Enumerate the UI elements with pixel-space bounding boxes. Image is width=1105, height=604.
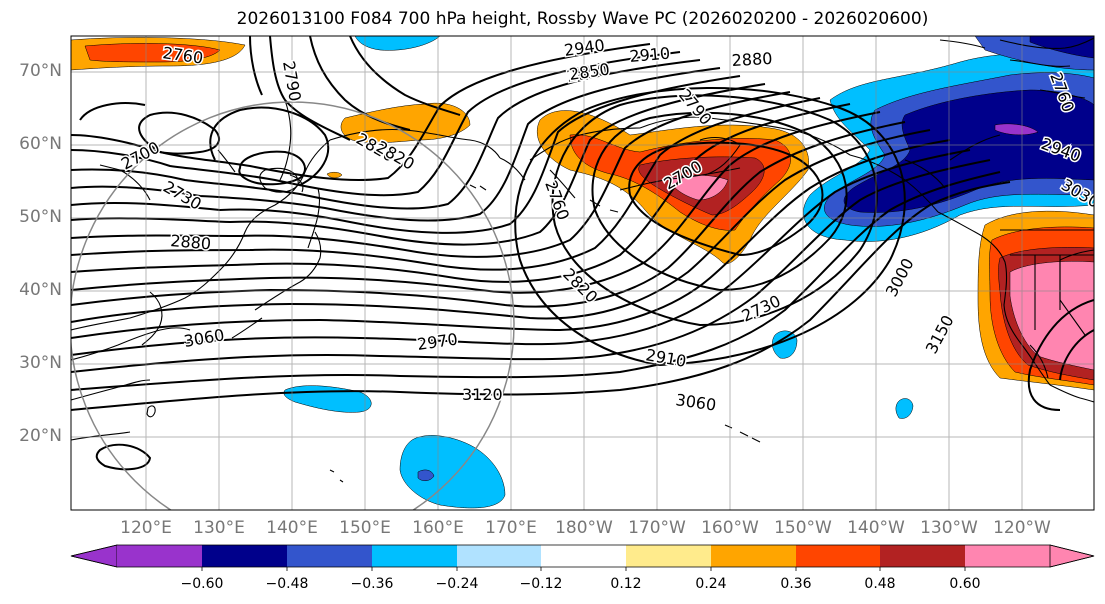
lon-label-150w: 150°W	[774, 518, 832, 538]
contour-label: 2880	[731, 49, 773, 70]
neg-anomaly-south	[399, 435, 506, 509]
colorbar-swatch	[626, 545, 711, 567]
lon-label-140e: 140°E	[266, 518, 318, 538]
lon-label-140w: 140°W	[847, 518, 905, 538]
neg-anomaly-gulf-alaska-core	[843, 89, 1094, 213]
colorbar-tick-label: −0.60	[180, 576, 224, 592]
graticule	[71, 36, 1094, 510]
colorbar-tick-label: 0.24	[695, 576, 727, 592]
height-contours	[71, 36, 1094, 471]
chart-title: 2026013100 F084 700 hPa height, Rossby W…	[236, 9, 929, 29]
colorbar-outline	[70, 544, 1095, 568]
pos-anomaly-okhotsk-small	[326, 171, 343, 179]
colorbar-swatch	[541, 545, 626, 567]
plot-frame	[70, 35, 1095, 511]
colorbar-tick-label: −0.36	[350, 576, 394, 592]
neg-anomaly-hawaii-east	[895, 398, 914, 419]
colorbar-swatch	[202, 545, 287, 567]
colorbar-tick-label: −0.12	[519, 576, 563, 592]
colorbar-swatch	[287, 545, 372, 567]
colorbar-swatch	[880, 545, 965, 567]
contour-label: 2910	[629, 44, 671, 66]
colorbar-swatch	[796, 545, 880, 567]
colorbar-tick-label: 0.48	[864, 576, 896, 592]
colorbar-tick-label: 0.36	[780, 576, 812, 592]
lon-label-130e: 130°E	[193, 518, 245, 538]
lon-label-180w: 180°W	[555, 518, 613, 538]
colorbar-swatch	[117, 545, 202, 567]
colorbar-tick-label: −0.24	[435, 576, 479, 592]
colorbar	[70, 544, 1095, 571]
lat-label-50n: 50°N	[19, 207, 62, 227]
colorbar-swatch	[372, 545, 457, 567]
lat-label-40n: 40°N	[19, 280, 62, 300]
lat-label-30n: 30°N	[19, 353, 62, 373]
lat-label-70n: 70°N	[19, 61, 62, 81]
colorbar-swatch	[457, 545, 541, 567]
lon-label-150e: 150°E	[339, 518, 391, 538]
lon-label-170w: 170°W	[628, 518, 686, 538]
colorbar-swatch	[965, 545, 1050, 567]
colorbar-extend-high	[1049, 544, 1095, 568]
colorbar-extend-low	[70, 544, 118, 568]
lat-label-20n: 20°N	[19, 426, 62, 446]
contour-label: 2940	[563, 35, 606, 59]
lon-label-120e: 120°E	[120, 518, 172, 538]
neg-anomaly-purple-core	[994, 123, 1039, 136]
lon-label-120w: 120°W	[993, 518, 1051, 538]
contour-label: 3120	[462, 385, 503, 404]
colorbar-tick-label: 0.12	[610, 576, 642, 592]
neg-anomaly-south-core	[417, 469, 435, 481]
map-plot: 2760 2760 2790 2820 2850 2880 2910 2940 …	[71, 35, 1094, 510]
colorbar-tick-label: 0.60	[949, 576, 981, 592]
lat-label-60n: 60°N	[19, 134, 62, 154]
lon-label-160e: 160°E	[412, 518, 464, 538]
lon-label-160w: 160°W	[701, 518, 759, 538]
neg-anomaly-top	[354, 36, 441, 51]
lon-label-130w: 130°W	[920, 518, 978, 538]
pos-anomaly-west-coast-core	[1009, 261, 1094, 371]
contour-label: 2880	[170, 231, 212, 253]
colorbar-swatch	[711, 545, 796, 567]
colorbar-tick-label: −0.48	[265, 576, 309, 592]
lon-label-170e: 170°E	[485, 518, 537, 538]
